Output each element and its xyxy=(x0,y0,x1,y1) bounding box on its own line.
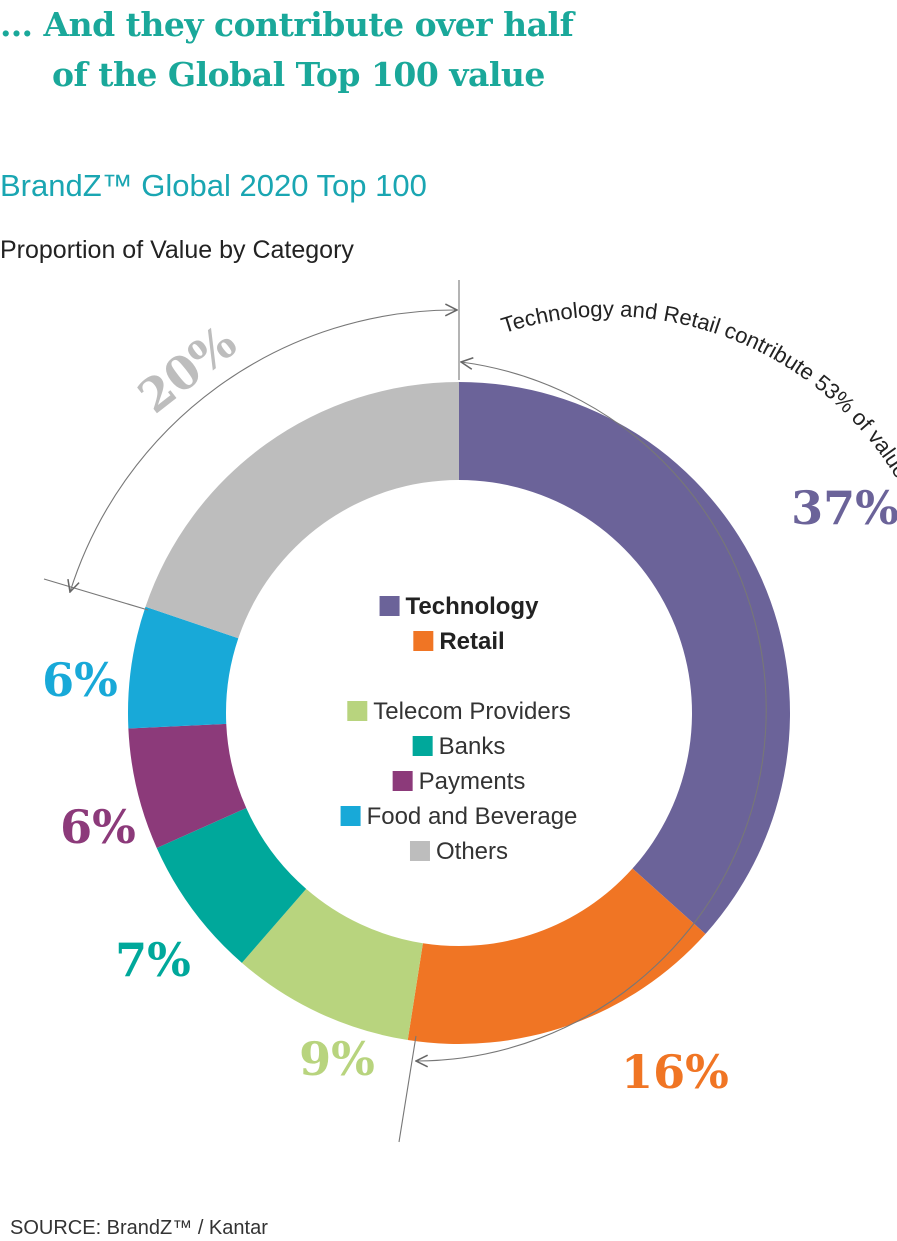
legend-swatch-technology xyxy=(379,596,400,616)
slice-telecom-providers xyxy=(241,888,423,1041)
legend-swatch-retail xyxy=(413,631,434,651)
pct-label-retail: 16% xyxy=(621,1045,729,1099)
legend-label-payments: Payments xyxy=(419,768,526,795)
headline: … And they contribute over half of the G… xyxy=(0,0,574,100)
legend-swatch-food-and-beverage xyxy=(340,806,361,826)
chart-title: BrandZ™ Global 2020 Top 100 xyxy=(0,168,427,203)
retail-end-tick-line xyxy=(398,1035,417,1143)
others-tick-line xyxy=(43,578,149,611)
source-note: SOURCE: BrandZ™ / Kantar xyxy=(10,1217,268,1239)
slice-retail xyxy=(407,868,706,1044)
legend-label-technology: Technology xyxy=(406,593,540,620)
guides xyxy=(43,280,767,1143)
headline-line-2: of the Global Top 100 value xyxy=(52,55,545,94)
pct-label-banks: 7% xyxy=(115,933,191,987)
legend-label-retail: Retail xyxy=(439,628,504,655)
others-arrow-arc xyxy=(70,310,457,592)
legend-label-telecom-providers: Telecom Providers xyxy=(373,698,570,725)
legend-swatch-banks xyxy=(412,736,433,756)
slice-banks xyxy=(156,807,307,963)
tech-retail-arrow-arc xyxy=(416,362,767,1061)
pct-label-others: 20% xyxy=(128,315,246,424)
legend-label-food-and-beverage: Food and Beverage xyxy=(367,803,578,830)
pct-label-payments: 6% xyxy=(60,800,136,854)
slice-payments xyxy=(128,723,247,848)
pct-label-food-and-beverage: 6% xyxy=(42,653,118,707)
pct-label-technology: 37% xyxy=(791,481,897,535)
slice-food-and-beverage xyxy=(128,606,239,729)
legend: Technology Retail Telecom Providers Banks Pa… xyxy=(340,593,578,865)
pct-label-telecom-providers: 9% xyxy=(299,1032,375,1086)
legend-swatch-telecom-providers xyxy=(347,701,368,721)
legend-swatch-payments xyxy=(392,771,413,791)
headline-line-1: … And they contribute over half xyxy=(0,5,574,44)
legend-label-others: Others xyxy=(436,838,508,865)
legend-label-banks: Banks xyxy=(439,733,506,760)
slice-technology xyxy=(459,382,791,934)
legend-swatch-others xyxy=(409,841,430,861)
chart-subtitle: Proportion of Value by Category xyxy=(0,236,354,264)
